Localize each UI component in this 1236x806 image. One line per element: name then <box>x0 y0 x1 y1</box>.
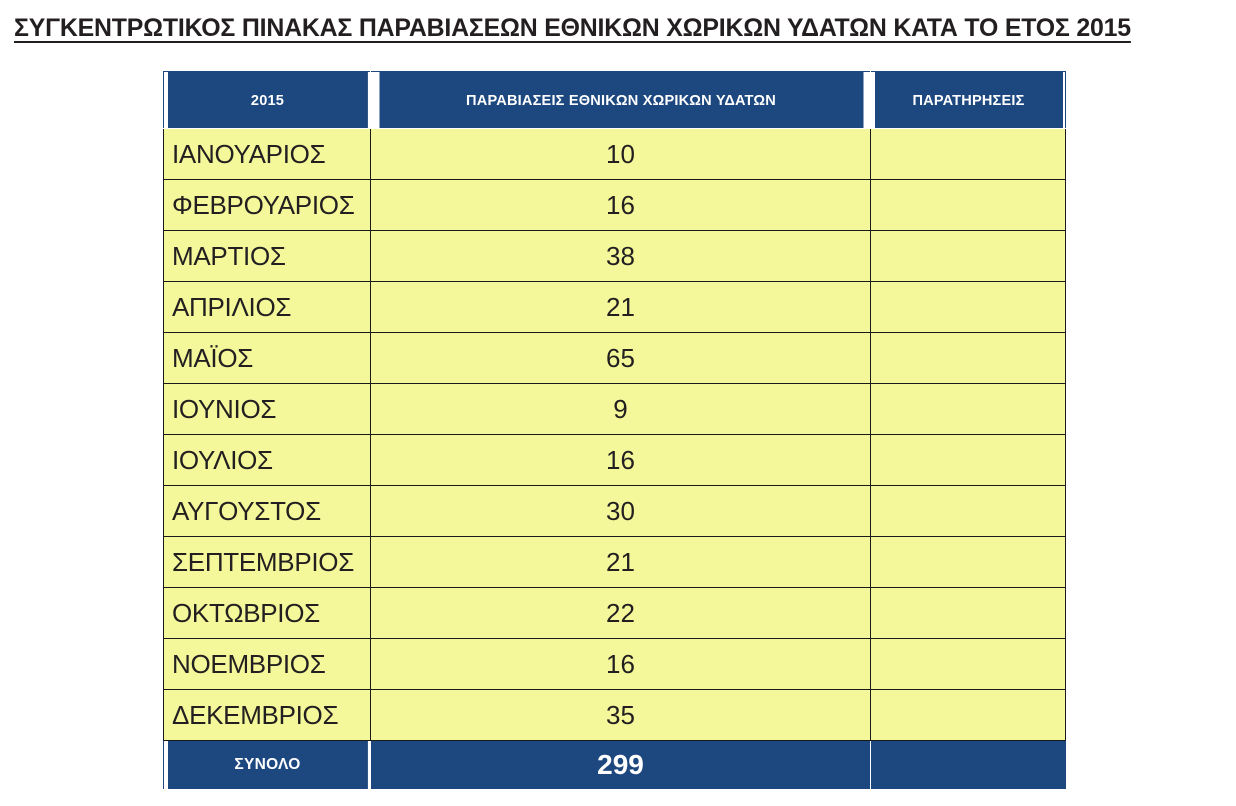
table-row: ΜΑΡΤΙΟΣ 38 <box>163 230 1066 282</box>
remarks-cell <box>870 332 1066 384</box>
table-header-row: 2015 ΠΑΡΑΒΙΑΣΕΙΣ ΕΘΝΙΚΩΝ ΧΩΡΙΚΩΝ ΥΔΑΤΩΝ … <box>164 71 1066 129</box>
month-cell: ΔΕΚΕΜΒΡΙΟΣ <box>163 689 371 741</box>
month-cell: ΙΟΥΝΙΟΣ <box>163 383 371 435</box>
column-header-year: 2015 <box>166 71 368 129</box>
remarks-cell <box>870 587 1066 639</box>
total-value: 299 <box>370 740 871 790</box>
violations-count-cell: 16 <box>370 638 871 690</box>
violations-count-cell: 10 <box>370 128 871 180</box>
month-cell: ΙΑΝΟΥΑΡΙΟΣ <box>163 128 371 180</box>
remarks-cell <box>870 281 1066 333</box>
remarks-cell <box>870 179 1066 231</box>
remarks-cell <box>870 230 1066 282</box>
violations-count-cell: 21 <box>370 536 871 588</box>
month-cell: ΙΟΥΛΙΟΣ <box>163 434 371 486</box>
violations-table: 2015 ΠΑΡΑΒΙΑΣΕΙΣ ΕΘΝΙΚΩΝ ΧΩΡΙΚΩΝ ΥΔΑΤΩΝ … <box>163 71 1066 790</box>
violations-table-container: 2015 ΠΑΡΑΒΙΑΣΕΙΣ ΕΘΝΙΚΩΝ ΧΩΡΙΚΩΝ ΥΔΑΤΩΝ … <box>163 71 1066 790</box>
violations-count-cell: 22 <box>370 587 871 639</box>
table-row: ΙΟΥΝΙΟΣ 9 <box>163 383 1066 435</box>
total-row: ΣΥΝΟΛΟ 299 <box>164 740 1066 790</box>
table-body: ΙΑΝΟΥΑΡΙΟΣ 10 ΦΕΒΡΟΥΑΡΙΟΣ 16 ΜΑΡΤΙΟΣ 38 ΑΠΡΙΛΙ… <box>163 128 1066 741</box>
remarks-cell <box>870 536 1066 588</box>
table-footer: ΣΥΝΟΛΟ 299 <box>164 740 1066 790</box>
table-row: ΝΟΕΜΒΡΙΟΣ 16 <box>163 638 1066 690</box>
month-cell: ΑΠΡΙΛΙΟΣ <box>163 281 371 333</box>
remarks-cell <box>870 128 1066 180</box>
violations-count-cell: 30 <box>370 485 871 537</box>
page-title: ΣΥΓΚΕΝΤΡΩΤΙΚΟΣ ΠΙΝΑΚΑΣ ΠΑΡΑΒΙΑΣΕΩΝ ΕΘΝΙΚ… <box>14 14 1131 42</box>
month-cell: ΜΑΡΤΙΟΣ <box>163 230 371 282</box>
violations-count-cell: 65 <box>370 332 871 384</box>
remarks-cell <box>870 689 1066 741</box>
table-row: ΦΕΒΡΟΥΑΡΙΟΣ 16 <box>163 179 1066 231</box>
violations-count-cell: 35 <box>370 689 871 741</box>
remarks-cell <box>870 383 1066 435</box>
table-header: 2015 ΠΑΡΑΒΙΑΣΕΙΣ ΕΘΝΙΚΩΝ ΧΩΡΙΚΩΝ ΥΔΑΤΩΝ … <box>164 71 1066 129</box>
table-row: ΙΟΥΛΙΟΣ 16 <box>163 434 1066 486</box>
remarks-cell <box>870 485 1066 537</box>
remarks-cell <box>870 638 1066 690</box>
table-row: ΙΑΝΟΥΑΡΙΟΣ 10 <box>163 128 1066 180</box>
table-row: ΑΥΓΟΥΣΤΟΣ 30 <box>163 485 1066 537</box>
table-row: ΔΕΚΕΜΒΡΙΟΣ 35 <box>163 689 1066 741</box>
month-cell: ΝΟΕΜΒΡΙΟΣ <box>163 638 371 690</box>
violations-count-cell: 38 <box>370 230 871 282</box>
table-row: ΣΕΠΤΕΜΒΡΙΟΣ 21 <box>163 536 1066 588</box>
remarks-cell <box>870 434 1066 486</box>
table-row: ΑΠΡΙΛΙΟΣ 21 <box>163 281 1066 333</box>
month-cell: ΣΕΠΤΕΜΒΡΙΟΣ <box>163 536 371 588</box>
violations-count-cell: 9 <box>370 383 871 435</box>
total-label: ΣΥΝΟΛΟ <box>166 740 368 790</box>
total-notes <box>870 740 1066 790</box>
violations-count-cell: 16 <box>370 179 871 231</box>
column-header-violations: ΠΑΡΑΒΙΑΣΕΙΣ ΕΘΝΙΚΩΝ ΧΩΡΙΚΩΝ ΥΔΑΤΩΝ <box>377 71 864 129</box>
table-row: ΟΚΤΩΒΡΙΟΣ 22 <box>163 587 1066 639</box>
month-cell: ΑΥΓΟΥΣΤΟΣ <box>163 485 371 537</box>
month-cell: ΟΚΤΩΒΡΙΟΣ <box>163 587 371 639</box>
month-cell: ΜΑΪΟΣ <box>163 332 371 384</box>
violations-count-cell: 21 <box>370 281 871 333</box>
month-cell: ΦΕΒΡΟΥΑΡΙΟΣ <box>163 179 371 231</box>
table-row: ΜΑΪΟΣ 65 <box>163 332 1066 384</box>
column-header-remarks: ΠΑΡΑΤΗΡΗΣΕΙΣ <box>872 71 1064 129</box>
violations-count-cell: 16 <box>370 434 871 486</box>
